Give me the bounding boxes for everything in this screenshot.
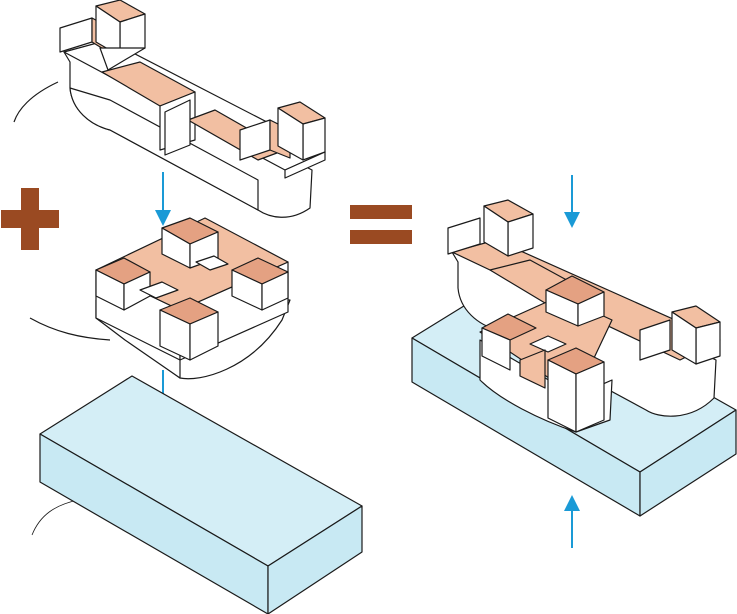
leader-line <box>29 317 111 341</box>
assembled-parts <box>447 199 721 433</box>
leader-line <box>13 81 59 123</box>
equals-sign <box>350 205 412 244</box>
leader-line <box>31 499 79 536</box>
base-slab <box>39 375 363 614</box>
cross-block-part <box>95 217 291 380</box>
bracket-frame-part <box>59 0 326 218</box>
plus-sign <box>1 188 59 250</box>
